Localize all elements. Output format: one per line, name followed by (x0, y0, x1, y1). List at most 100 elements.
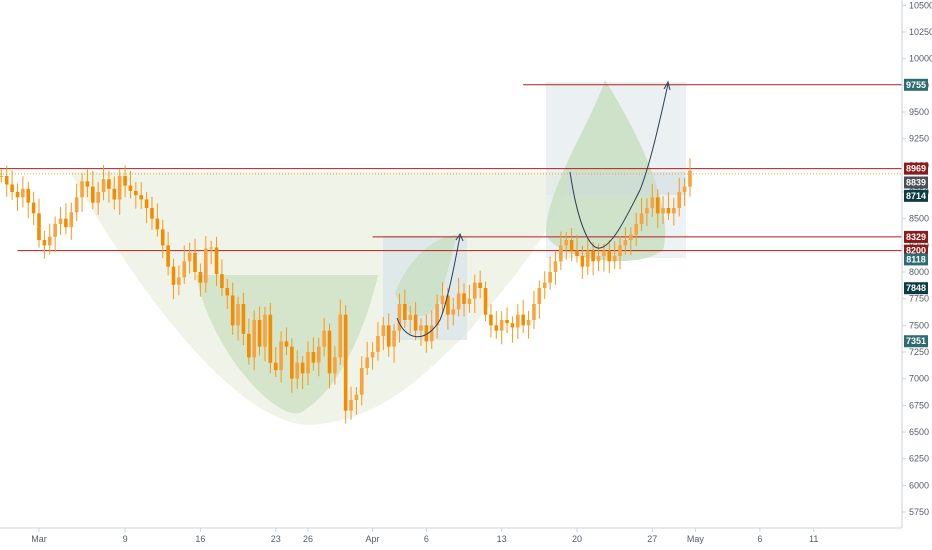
candle (655, 189, 660, 228)
candle-body (316, 346, 321, 363)
candle (510, 316, 515, 343)
candles (0, 158, 692, 424)
candle-body (112, 188, 117, 200)
candle (677, 177, 682, 217)
candle (629, 227, 633, 256)
y-tick-label: 5750 (909, 507, 929, 517)
candle-body (257, 320, 262, 347)
candle-body (117, 176, 122, 200)
candle (58, 207, 63, 235)
candle-body (666, 208, 671, 214)
candle (526, 310, 531, 339)
candle-body (37, 213, 41, 240)
candle (376, 322, 380, 361)
candle (483, 281, 488, 322)
price-tag-bg (904, 335, 928, 348)
candle-body (333, 357, 337, 374)
candle-body (483, 288, 488, 315)
candle-body (53, 224, 57, 237)
candle (435, 294, 439, 339)
candle (279, 331, 283, 383)
candle (268, 302, 273, 374)
candle-body (607, 250, 612, 262)
candle (53, 216, 57, 252)
candle-body (80, 181, 84, 198)
candle (607, 239, 612, 273)
candle-body (564, 240, 569, 246)
y-tick-label: 10250 (909, 27, 932, 37)
candle (209, 240, 213, 265)
x-tick-label: Apr (366, 534, 380, 544)
candle-body (688, 170, 692, 187)
candle (386, 313, 391, 357)
candle (171, 258, 176, 300)
y-tick-label: 6500 (909, 427, 929, 437)
candle-body (42, 240, 47, 246)
candle-body (214, 247, 219, 275)
price-tag-bg (904, 189, 928, 202)
candle-body (15, 192, 20, 198)
candle (688, 158, 692, 197)
projection-path-arrowhead (663, 80, 671, 91)
candle-body (107, 179, 111, 189)
candle-body (123, 176, 127, 186)
candle-body (306, 352, 310, 374)
candle-body (290, 346, 294, 379)
candle-body (499, 320, 504, 331)
x-axis[interactable]: Mar9162326Apr6132027May6111 (31, 528, 932, 544)
candle (236, 296, 240, 341)
candle (392, 324, 396, 363)
candle (370, 342, 375, 370)
candle (489, 304, 493, 338)
candle-body (58, 218, 63, 224)
candle (10, 170, 14, 201)
candle-body (338, 314, 343, 358)
candle (548, 256, 552, 290)
candle-body (429, 325, 434, 342)
price-tag-label: 9755 (906, 80, 926, 90)
candle-body (585, 250, 590, 267)
candle (177, 265, 181, 296)
candle-body (101, 179, 106, 192)
candle (338, 299, 343, 365)
candle (187, 242, 192, 274)
candle-body (596, 256, 601, 262)
candle-body (31, 202, 36, 214)
candle (284, 327, 289, 356)
candle (542, 271, 547, 299)
candle (456, 277, 461, 317)
candle-body (526, 320, 531, 326)
candle-body (575, 250, 579, 256)
candle (306, 341, 310, 386)
candle-body (203, 248, 208, 283)
candle (300, 356, 305, 390)
candle-body (650, 197, 655, 208)
candle (661, 196, 665, 224)
candle-body (655, 197, 660, 214)
candle (467, 284, 472, 313)
candle (311, 337, 316, 371)
candle-body (462, 293, 466, 304)
candle (47, 223, 52, 255)
candle-body (510, 323, 515, 328)
candle-body (26, 188, 31, 203)
candle-body (677, 192, 682, 208)
y-tick-label: 10000 (909, 54, 932, 64)
x-tick-label: 11 (809, 534, 818, 544)
candle-body (408, 314, 413, 320)
candle (155, 203, 160, 237)
candle (532, 290, 536, 330)
candle-body (198, 272, 203, 283)
price-tag-label: 7848 (906, 283, 926, 293)
candle-body (268, 314, 273, 363)
price-tag-7351: 7351 (904, 335, 928, 348)
candle (182, 245, 187, 284)
candle (537, 280, 542, 319)
candle (354, 386, 359, 415)
candle-body (91, 186, 95, 203)
candle (85, 169, 90, 198)
candle-body (171, 266, 176, 285)
candle (42, 230, 47, 259)
candle-body (225, 288, 230, 296)
